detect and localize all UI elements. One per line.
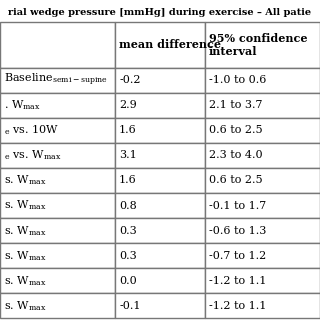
Text: Baseline$_\mathregular{semi-supine}$: Baseline$_\mathregular{semi-supine}$ xyxy=(4,72,108,88)
Text: . W$_\mathregular{max}$: . W$_\mathregular{max}$ xyxy=(4,98,41,112)
Text: -1.0 to 0.6: -1.0 to 0.6 xyxy=(209,75,266,85)
Bar xyxy=(0,243,115,268)
Text: -0.1 to 1.7: -0.1 to 1.7 xyxy=(209,201,266,211)
Text: 2.3 to 4.0: 2.3 to 4.0 xyxy=(209,150,262,160)
Text: -0.2: -0.2 xyxy=(119,75,140,85)
Bar xyxy=(205,218,320,243)
Text: -0.1: -0.1 xyxy=(119,301,140,311)
Text: -0.7 to 1.2: -0.7 to 1.2 xyxy=(209,251,266,261)
Bar xyxy=(205,143,320,168)
Bar xyxy=(205,168,320,193)
Bar xyxy=(115,92,205,118)
Text: 0.3: 0.3 xyxy=(119,251,137,261)
Bar xyxy=(115,168,205,193)
Text: s. W$_\mathregular{max}$: s. W$_\mathregular{max}$ xyxy=(4,299,46,313)
Bar xyxy=(0,68,115,92)
Bar xyxy=(0,268,115,293)
Text: 1.6: 1.6 xyxy=(119,175,137,185)
Bar xyxy=(115,193,205,218)
Text: 0.8: 0.8 xyxy=(119,201,137,211)
Bar xyxy=(205,68,320,92)
Bar xyxy=(0,22,115,68)
Text: s. W$_\mathregular{max}$: s. W$_\mathregular{max}$ xyxy=(4,199,46,212)
Bar xyxy=(205,243,320,268)
Bar xyxy=(0,92,115,118)
Text: mean difference: mean difference xyxy=(119,39,221,51)
Text: 0.0: 0.0 xyxy=(119,276,137,286)
Text: 0.6 to 2.5: 0.6 to 2.5 xyxy=(209,175,262,185)
Text: s. W$_\mathregular{max}$: s. W$_\mathregular{max}$ xyxy=(4,173,46,187)
Bar xyxy=(205,92,320,118)
Bar xyxy=(115,218,205,243)
Bar xyxy=(205,118,320,143)
Bar xyxy=(115,22,205,68)
Bar xyxy=(205,22,320,68)
Bar xyxy=(205,268,320,293)
Text: s. W$_\mathregular{max}$: s. W$_\mathregular{max}$ xyxy=(4,249,46,263)
Text: 95% confidence
interval: 95% confidence interval xyxy=(209,33,307,57)
Bar xyxy=(115,118,205,143)
Text: 0.6 to 2.5: 0.6 to 2.5 xyxy=(209,125,262,135)
Bar xyxy=(0,193,115,218)
Text: -1.2 to 1.1: -1.2 to 1.1 xyxy=(209,276,266,286)
Text: -1.2 to 1.1: -1.2 to 1.1 xyxy=(209,301,266,311)
Text: 1.6: 1.6 xyxy=(119,125,137,135)
Bar xyxy=(205,193,320,218)
Text: $_\mathregular{e}$ vs. W$_\mathregular{max}$: $_\mathregular{e}$ vs. W$_\mathregular{m… xyxy=(4,148,61,162)
Bar xyxy=(0,118,115,143)
Text: -0.6 to 1.3: -0.6 to 1.3 xyxy=(209,226,266,236)
Text: s. W$_\mathregular{max}$: s. W$_\mathregular{max}$ xyxy=(4,224,46,237)
Text: 3.1: 3.1 xyxy=(119,150,137,160)
Bar xyxy=(0,168,115,193)
Bar xyxy=(205,293,320,318)
Bar xyxy=(115,243,205,268)
Bar xyxy=(115,143,205,168)
Bar xyxy=(115,293,205,318)
Text: s. W$_\mathregular{max}$: s. W$_\mathregular{max}$ xyxy=(4,274,46,288)
Bar xyxy=(0,293,115,318)
Bar xyxy=(115,68,205,92)
Text: $_\mathregular{e}$ vs. 10W: $_\mathregular{e}$ vs. 10W xyxy=(4,124,59,137)
Text: 2.9: 2.9 xyxy=(119,100,137,110)
Bar xyxy=(0,143,115,168)
Bar xyxy=(115,268,205,293)
Bar xyxy=(0,218,115,243)
Text: 2.1 to 3.7: 2.1 to 3.7 xyxy=(209,100,262,110)
Text: 0.3: 0.3 xyxy=(119,226,137,236)
Text: rial wedge pressure [mmHg] during exercise – All patie: rial wedge pressure [mmHg] during exerci… xyxy=(8,8,312,17)
